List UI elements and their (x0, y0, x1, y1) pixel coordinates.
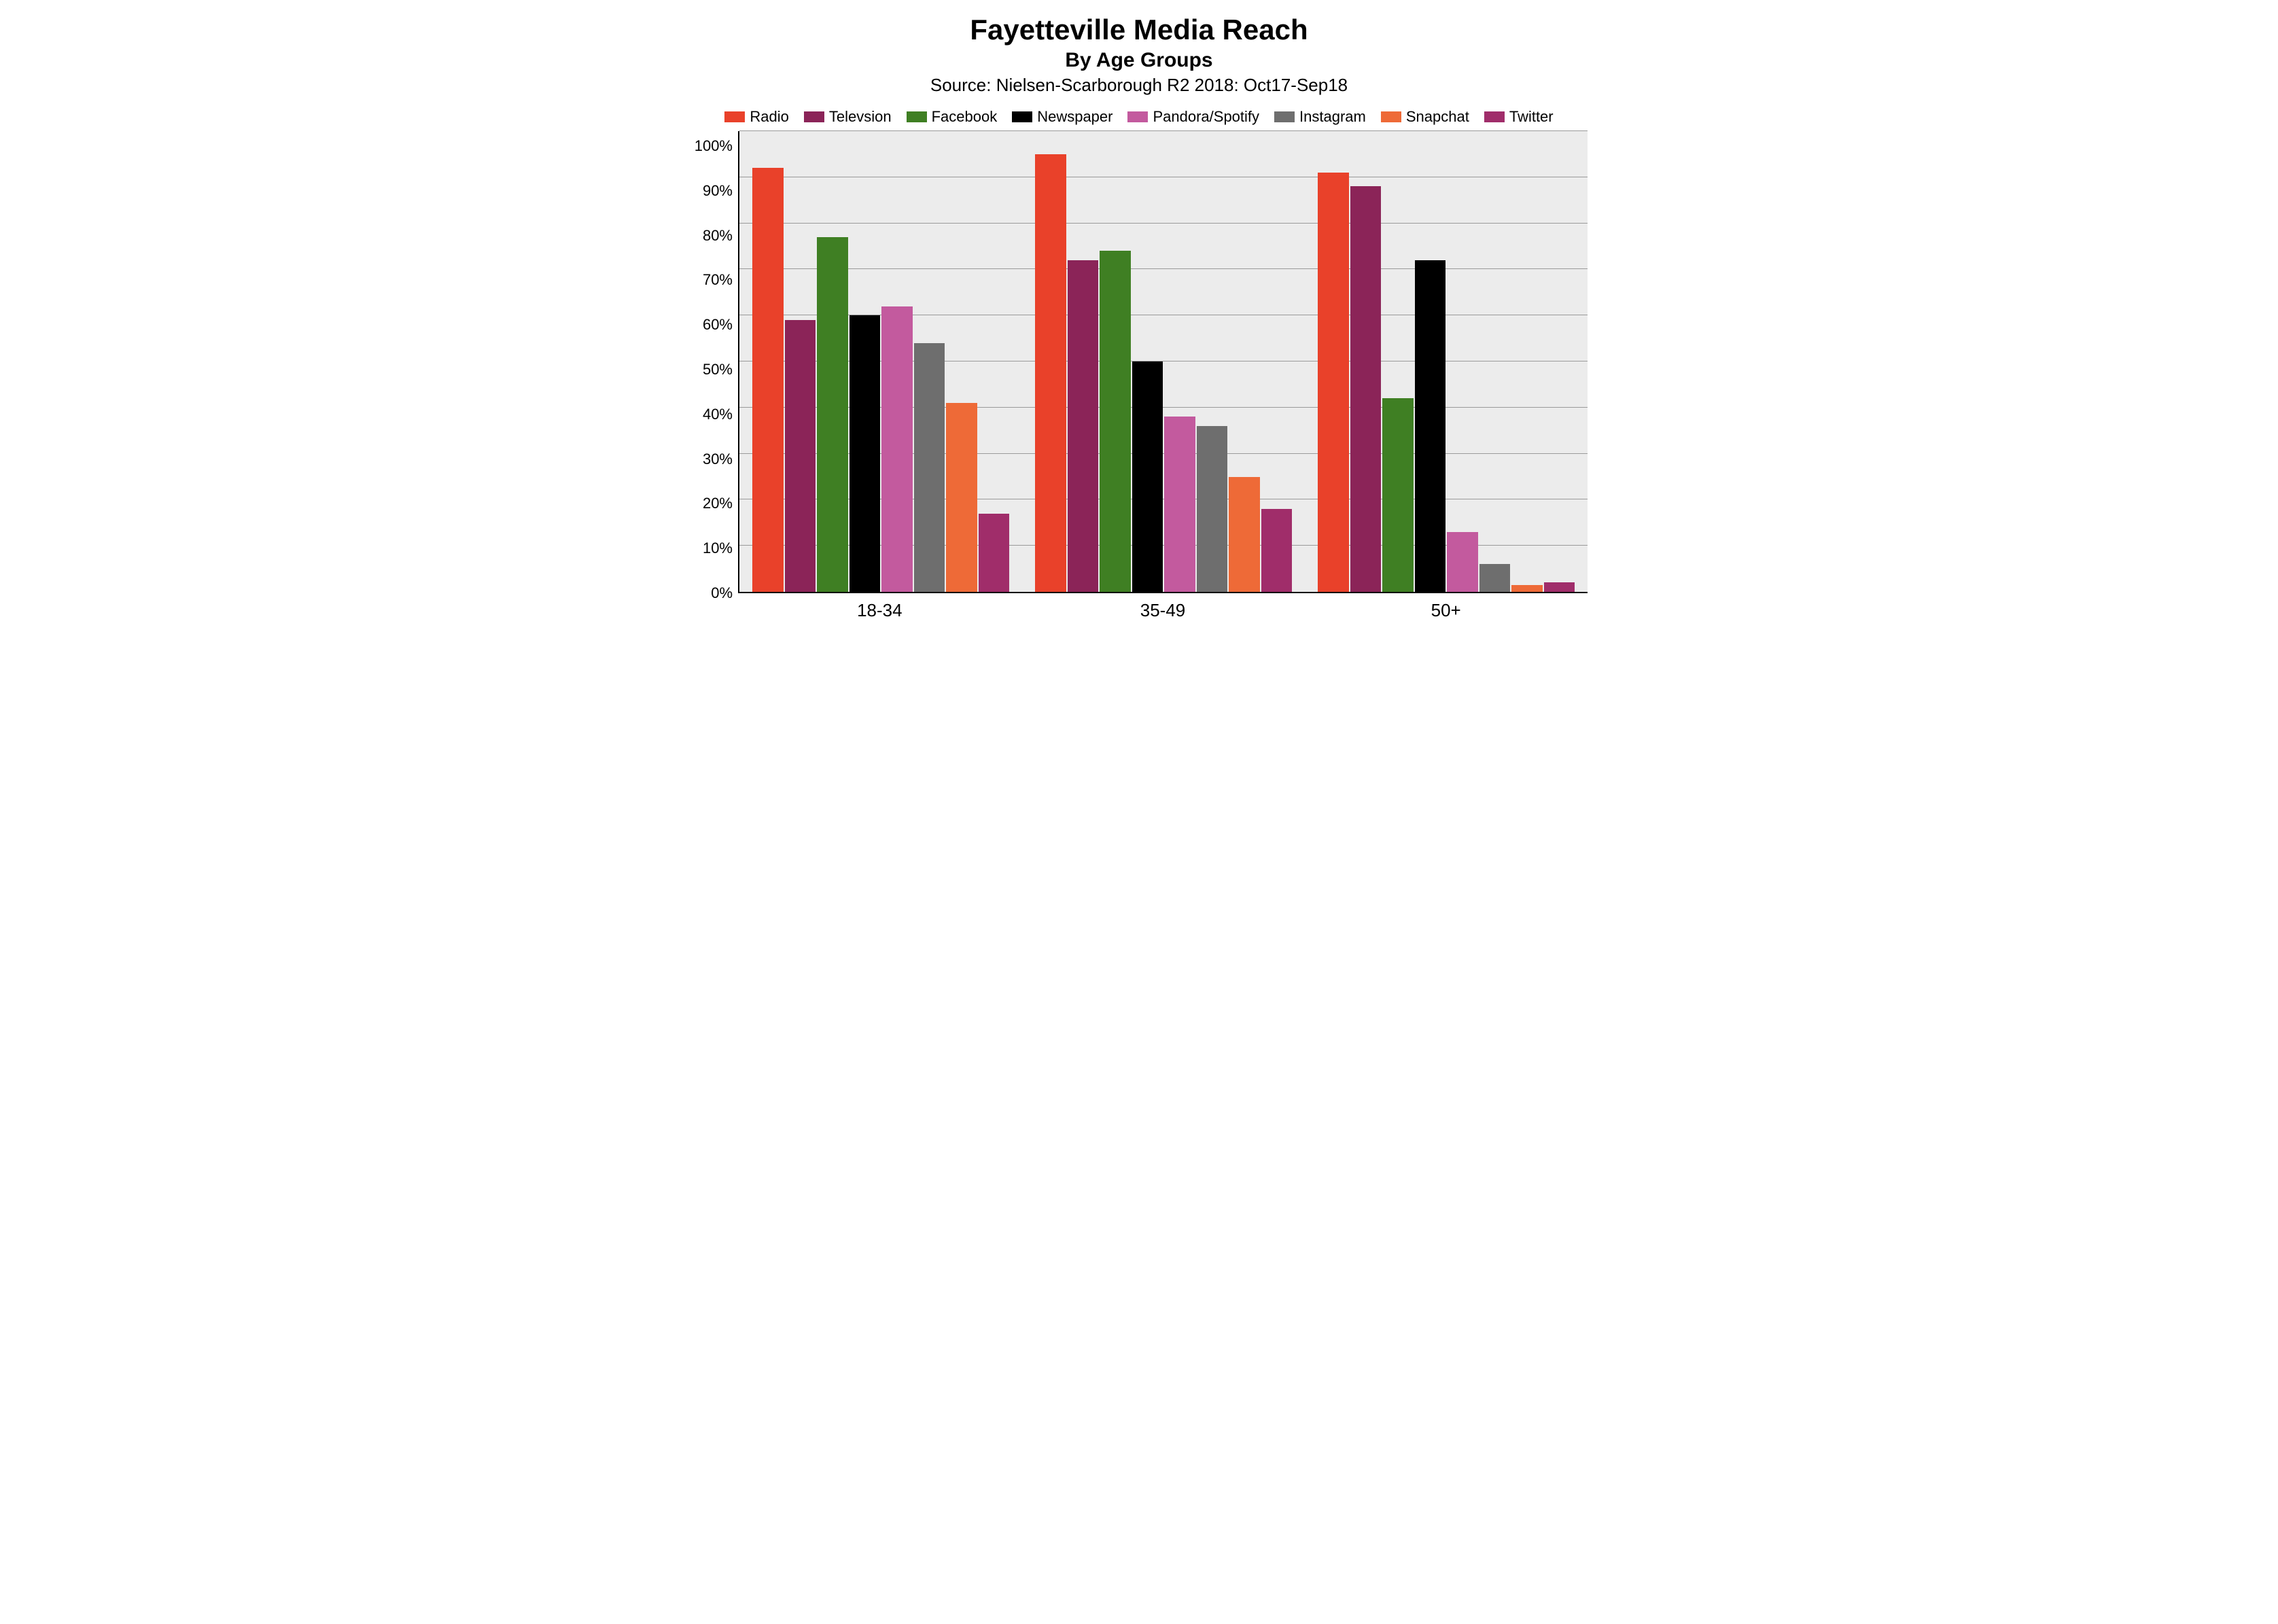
bar (1415, 260, 1446, 592)
bar (881, 306, 913, 592)
legend-label: Snapchat (1406, 108, 1469, 126)
bar (1229, 477, 1260, 593)
x-tick-label: 18-34 (738, 600, 1021, 621)
y-tick-label: 30% (703, 452, 733, 467)
y-tick-label: 90% (703, 183, 733, 198)
legend-item: Newspaper (1012, 108, 1112, 126)
x-tick-label: 50+ (1304, 600, 1588, 621)
chart-subtitle: By Age Groups (690, 49, 1588, 72)
legend-label: Pandora/Spotify (1153, 108, 1259, 126)
legend-item: Instagram (1274, 108, 1366, 126)
legend-label: Twitter (1509, 108, 1554, 126)
y-tick-label: 80% (703, 228, 733, 243)
bar (1544, 582, 1575, 592)
bar (1350, 186, 1382, 592)
bar-group (1022, 131, 1305, 592)
y-tick-label: 60% (703, 317, 733, 332)
bar (752, 168, 784, 592)
bar-group (739, 131, 1022, 592)
bar (1068, 260, 1099, 592)
legend-label: Televsion (829, 108, 892, 126)
bar (979, 514, 1010, 592)
legend-swatch (1274, 111, 1295, 122)
legend-label: Radio (750, 108, 788, 126)
chart-source: Source: Nielsen-Scarborough R2 2018: Oct… (690, 75, 1588, 96)
legend-item: Twitter (1484, 108, 1554, 126)
y-tick-label: 10% (703, 541, 733, 556)
chart-container: Fayetteville Media Reach By Age Groups S… (690, 14, 1588, 621)
legend-swatch (724, 111, 745, 122)
legend-swatch (1012, 111, 1032, 122)
legend-item: Televsion (804, 108, 892, 126)
plot-wrap: 100%90%80%70%60%50%40%30%20%10%0% (690, 131, 1588, 593)
y-tick-label: 100% (695, 139, 733, 154)
legend-item: Facebook (907, 108, 998, 126)
legend-swatch (907, 111, 927, 122)
bar (1382, 398, 1414, 592)
legend-label: Instagram (1299, 108, 1366, 126)
legend-item: Pandora/Spotify (1127, 108, 1259, 126)
chart-title: Fayetteville Media Reach (690, 14, 1588, 46)
bar (1132, 361, 1163, 592)
bar (946, 403, 977, 592)
bar (1035, 154, 1066, 592)
legend: Radio Televsion Facebook Newspaper Pandora/S… (690, 108, 1588, 126)
bar (1447, 532, 1478, 592)
x-tick-label: 35-49 (1021, 600, 1305, 621)
bar (1511, 585, 1543, 592)
bar (1164, 417, 1195, 592)
bar (1318, 173, 1349, 592)
bar (849, 315, 881, 592)
bar (1479, 564, 1511, 592)
bar (785, 320, 816, 592)
bar (1100, 251, 1131, 592)
bar (1261, 509, 1293, 592)
legend-swatch (1127, 111, 1148, 122)
y-tick-label: 70% (703, 272, 733, 287)
x-axis: 18-3435-4950+ (738, 600, 1588, 621)
bar (817, 237, 848, 592)
legend-item: Radio (724, 108, 788, 126)
legend-item: Snapchat (1381, 108, 1469, 126)
bar (1197, 426, 1228, 592)
legend-label: Facebook (932, 108, 998, 126)
bar-groups (739, 131, 1588, 592)
legend-label: Newspaper (1037, 108, 1112, 126)
y-tick-label: 40% (703, 407, 733, 422)
legend-swatch (1381, 111, 1401, 122)
bar-group (1305, 131, 1588, 592)
y-tick-label: 0% (711, 586, 733, 601)
y-tick-label: 50% (703, 362, 733, 377)
y-axis: 100%90%80%70%60%50%40%30%20%10%0% (690, 131, 738, 593)
legend-swatch (1484, 111, 1505, 122)
legend-swatch (804, 111, 824, 122)
plot-area (738, 131, 1588, 593)
bar (914, 343, 945, 592)
y-tick-label: 20% (703, 496, 733, 511)
